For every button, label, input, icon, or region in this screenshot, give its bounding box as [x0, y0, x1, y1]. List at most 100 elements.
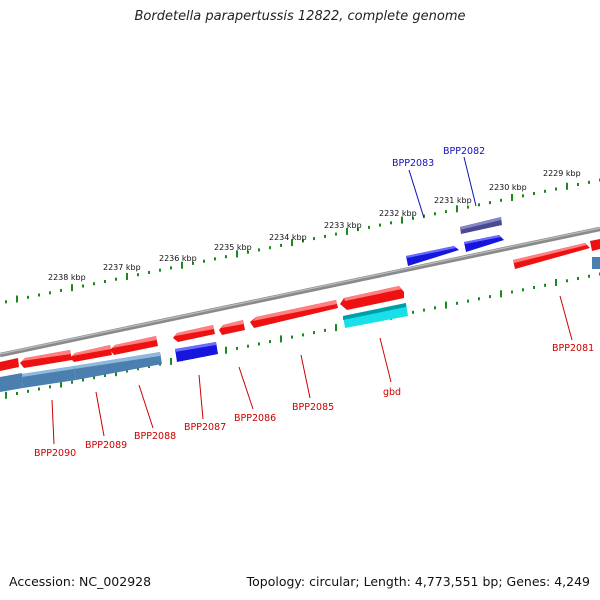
minor-tick: [412, 216, 414, 220]
minor-tick: [357, 228, 359, 232]
minor-tick: [566, 279, 568, 283]
gene-gbd[interactable]: [340, 286, 408, 328]
gene-bpp2083[interactable]: [406, 246, 459, 266]
minor-tick: [269, 246, 271, 250]
minor-tick: [104, 280, 106, 283]
genome-summary-text: Topology: circular; Length: 4,773,551 bp…: [246, 574, 590, 589]
label-bpp2088: BPP2088: [134, 431, 176, 442]
minor-tick: [478, 297, 480, 301]
major-tick: [236, 250, 238, 258]
label-bpp2082: BPP2082: [443, 146, 485, 157]
minor-tick: [27, 389, 29, 393]
gene-bpp2087[interactable]: [173, 325, 218, 362]
minor-tick: [544, 189, 546, 193]
minor-tick: [137, 273, 139, 277]
minor-tick: [412, 310, 414, 314]
gene-bpp2089[interactable]: [22, 345, 112, 388]
minor-tick: [555, 187, 557, 191]
leader-bpp2085: [300, 354, 311, 399]
minor-tick: [82, 284, 84, 288]
scale-label-2231: 2231 kbp: [434, 196, 472, 205]
genome-title: Bordetella parapertussis 12822, complete…: [134, 9, 466, 24]
major-tick: [5, 391, 7, 399]
leader-bpp2081: [559, 295, 573, 341]
major-tick: [291, 239, 293, 247]
minor-tick: [258, 342, 260, 346]
leader-bpp2082: [463, 156, 477, 207]
minor-tick: [49, 385, 51, 389]
minor-tick: [511, 290, 513, 294]
minor-tick: [247, 344, 249, 348]
leader-bpp2088: [138, 384, 154, 429]
scale-label-2238: 2238 kbp: [48, 273, 86, 282]
minor-tick: [324, 234, 326, 238]
major-tick: [280, 335, 282, 343]
gene-bpp2086[interactable]: [219, 320, 245, 335]
label-bpp2087: BPP2087: [184, 422, 226, 433]
gene-bpp2082[interactable]: [460, 217, 504, 252]
minor-tick: [313, 331, 315, 335]
gene-bpp2090[interactable]: [0, 350, 72, 392]
scale-label-2235: 2235 kbp: [214, 243, 252, 252]
minor-tick: [280, 243, 282, 247]
minor-tick: [522, 194, 524, 198]
minor-tick: [379, 223, 381, 227]
minor-tick: [159, 268, 161, 272]
major-tick: [181, 261, 183, 269]
minor-tick: [148, 365, 150, 368]
scale-label-2232: 2232 kbp: [379, 209, 417, 218]
major-tick: [71, 284, 73, 292]
major-tick: [60, 380, 62, 388]
minor-tick: [302, 333, 304, 337]
label-bpp2090: BPP2090: [34, 448, 76, 459]
minor-tick: [522, 288, 524, 292]
minor-tick: [544, 283, 546, 287]
label-bpp2083: BPP2083: [392, 158, 434, 169]
label-bpp2081: BPP2081: [552, 343, 594, 354]
minor-tick: [269, 340, 271, 344]
minor-tick: [126, 369, 128, 373]
major-tick: [346, 227, 348, 235]
minor-tick: [445, 210, 447, 214]
outer-scale-ticks: [5, 178, 600, 304]
minor-tick: [313, 237, 315, 241]
gene-bpp2081[interactable]: [513, 239, 600, 269]
minor-tick: [49, 291, 51, 295]
scale-label-2229: 2229 kbp: [543, 169, 581, 178]
leader-gbd: [379, 337, 392, 383]
minor-tick: [500, 198, 502, 202]
minor-tick: [577, 183, 579, 186]
scale-label-2236: 2236 kbp: [159, 254, 197, 263]
minor-tick: [93, 282, 95, 286]
minor-tick: [324, 328, 326, 332]
minor-tick: [203, 259, 205, 263]
major-tick: [126, 273, 128, 280]
minor-tick: [247, 250, 249, 254]
scale-label-2233: 2233 kbp: [324, 221, 362, 230]
minor-tick: [489, 201, 491, 205]
label-gbd: gbd: [383, 387, 401, 398]
minor-tick: [192, 261, 194, 265]
leader-bpp2086: [238, 366, 254, 410]
gene-right-edge-blue[interactable]: [592, 257, 600, 269]
major-tick: [511, 194, 513, 201]
minor-tick: [368, 225, 370, 229]
minor-tick: [60, 289, 62, 292]
minor-tick: [533, 286, 535, 289]
minor-tick: [423, 308, 425, 312]
minor-tick: [577, 277, 579, 280]
genome-backbone: [0, 226, 600, 358]
minor-tick: [27, 295, 29, 299]
minor-tick: [170, 266, 172, 270]
label-bpp2085: BPP2085: [292, 402, 334, 413]
minor-tick: [467, 299, 469, 303]
gene-bpp2088[interactable]: [74, 336, 162, 380]
major-tick: [566, 182, 568, 190]
minor-tick: [434, 306, 436, 310]
scale-label-2230: 2230 kbp: [489, 183, 527, 192]
minor-tick: [258, 248, 260, 252]
minor-tick: [302, 239, 304, 243]
minor-tick: [225, 255, 227, 259]
gene-bpp2085[interactable]: [250, 300, 338, 328]
major-tick: [445, 301, 447, 309]
